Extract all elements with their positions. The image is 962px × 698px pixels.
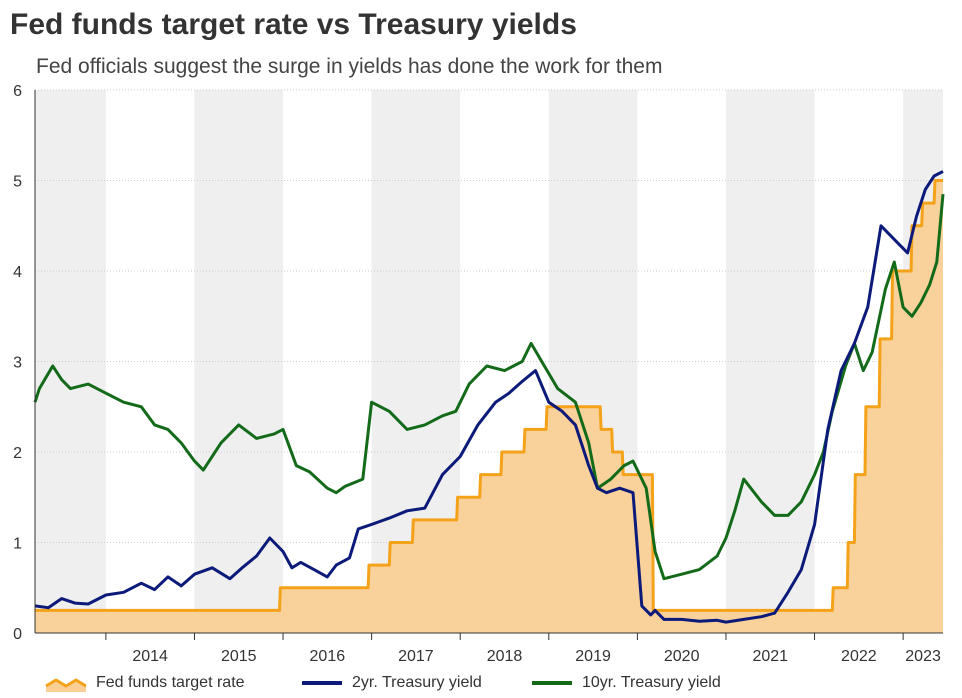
chart-legend: Fed funds target rate 2yr. Treasury yiel…	[0, 668, 962, 698]
x-tick-label-2021: 2021	[752, 648, 788, 665]
x-tick-label-2016: 2016	[310, 648, 346, 665]
legend-item-10yr: 10yr. Treasury yield	[530, 668, 721, 698]
legend-label-fed-funds: Fed funds target rate	[96, 674, 245, 691]
x-tick-label-2015: 2015	[221, 648, 257, 665]
x-tick-label-2017: 2017	[398, 648, 434, 665]
chart-title: Fed funds target rate vs Treasury yields	[10, 8, 577, 41]
y-tick-label-1: 1	[13, 536, 22, 553]
axes: 0 1 2 3 4 5 6 2014 2015 2016 2017 2018 2019 2020 2021 2…	[13, 83, 943, 665]
legend-swatch-10yr	[532, 681, 572, 685]
y-tick-label-2: 2	[13, 445, 22, 462]
gridlines	[35, 89, 943, 543]
legend-item-2yr: 2yr. Treasury yield	[300, 668, 482, 698]
fed-funds-area	[35, 180, 943, 633]
x-tick-label-2014: 2014	[132, 648, 168, 665]
y-tick-label-5: 5	[13, 174, 22, 191]
x-tick-label-2020: 2020	[664, 648, 700, 665]
x-tick-label-2022: 2022	[841, 648, 877, 665]
y-tick-label-3: 3	[13, 355, 22, 372]
fed-funds-line	[35, 179, 943, 612]
y-tick-label-0: 0	[13, 626, 22, 643]
legend-swatch-fed-funds	[45, 678, 87, 692]
year-band-2013	[35, 90, 106, 633]
x-tick-label-2018: 2018	[487, 648, 523, 665]
chart-subtitle: Fed officials suggest the surge in yield…	[36, 55, 663, 78]
x-tick-label-2019: 2019	[575, 648, 611, 665]
series-layer	[33, 170, 945, 633]
y-tick-label-6: 6	[13, 83, 22, 100]
legend-swatch-2yr	[302, 681, 342, 685]
legend-label-10yr: 10yr. Treasury yield	[582, 674, 721, 691]
legend-item-fed-funds: Fed funds target rate	[44, 668, 245, 698]
x-tick-label-2023: 2023	[905, 648, 941, 665]
two-year-line	[34, 170, 944, 624]
legend-label-2yr: 2yr. Treasury yield	[352, 674, 482, 691]
y-tick-label-4: 4	[13, 264, 22, 281]
